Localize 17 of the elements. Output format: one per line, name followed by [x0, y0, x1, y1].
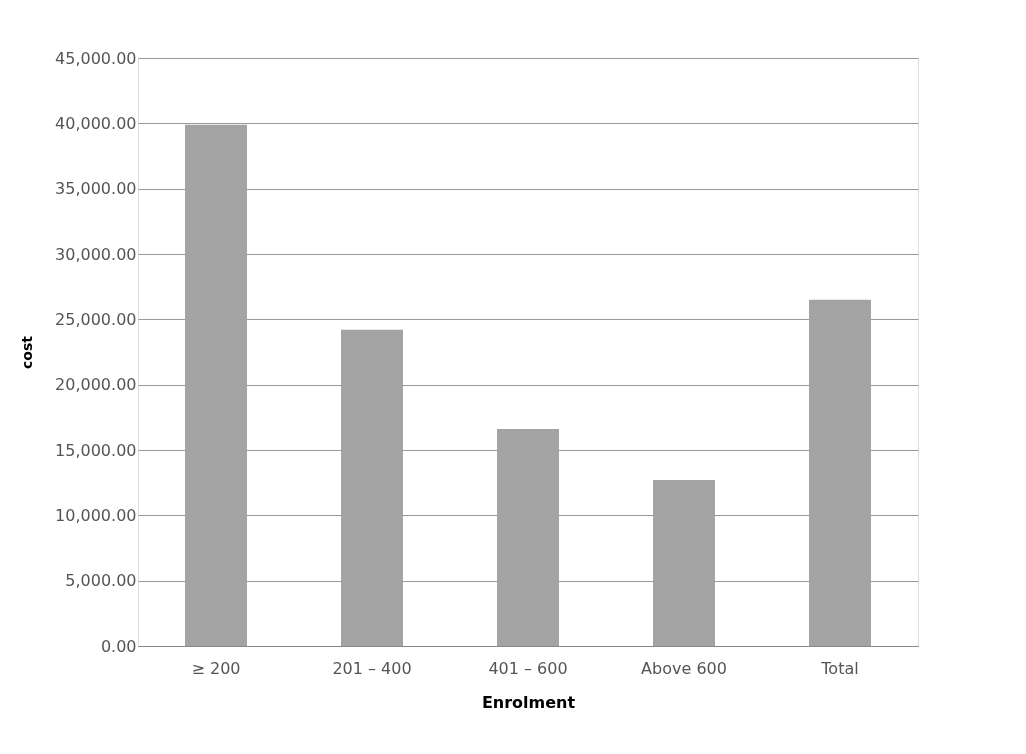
y-tick-label: 10,000.00: [55, 505, 137, 525]
x-tick-label: Total: [820, 658, 859, 678]
y-tick-label: 30,000.00: [55, 244, 137, 264]
x-tick-label: Above 600: [641, 658, 727, 678]
x-tick-label: ≥ 200: [191, 658, 241, 678]
x-tick-label: 401 – 600: [488, 658, 568, 678]
y-tick-label: 35,000.00: [55, 179, 137, 199]
x-axis-title: Enrolment: [481, 692, 576, 712]
y-tick-label: 20,000.00: [55, 375, 137, 395]
y-tick-label: 40,000.00: [55, 113, 137, 133]
y-axis-title: cost: [19, 335, 36, 369]
x-tick-label: 201 – 400: [332, 658, 412, 678]
y-tick-label: 45,000.00: [55, 48, 137, 68]
y-tick-label: 25,000.00: [55, 309, 137, 329]
y-tick-label: 15,000.00: [55, 440, 137, 460]
y-tick-label: 5,000.00: [65, 571, 137, 591]
y-tick-label: 0.00: [100, 636, 137, 656]
